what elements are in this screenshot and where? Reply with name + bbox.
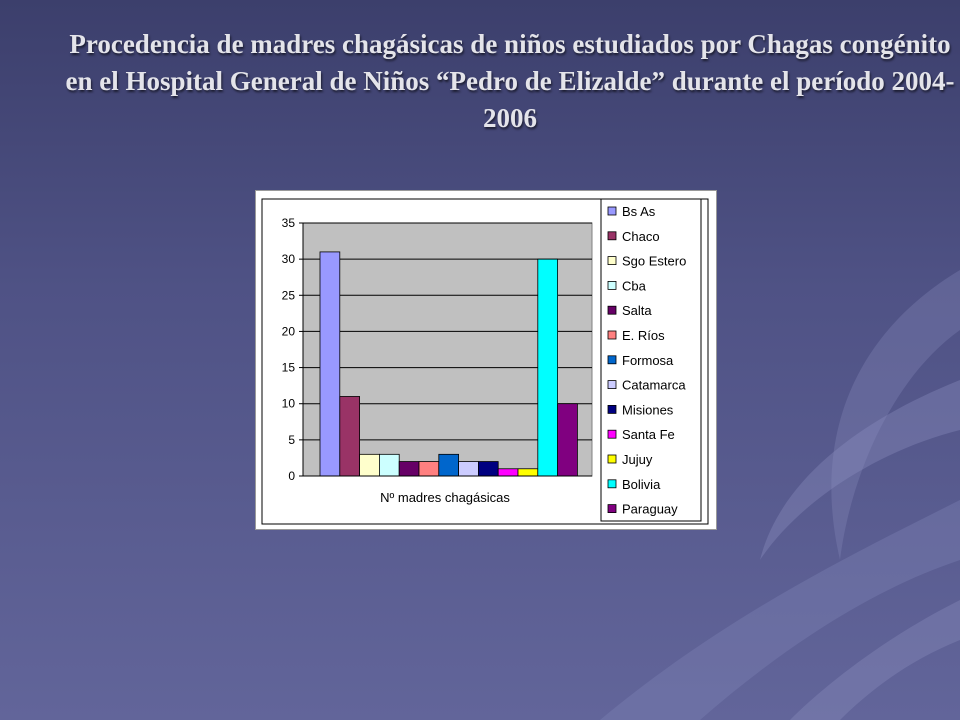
bar-cba (379, 453, 400, 477)
legend-label-12: Paraguay (622, 502, 678, 517)
bar-misiones (477, 461, 499, 477)
legend-label-10: Jujuy (622, 452, 653, 467)
y-tick-label-6: 30 (282, 252, 296, 266)
legend-swatch-11 (607, 479, 617, 489)
y-tick-label-2: 10 (282, 397, 296, 411)
legend-swatch-5 (607, 330, 617, 340)
y-tick-label-5: 25 (282, 288, 296, 302)
chart-frame: 0 5 10 15 20 25 30 35 Nº madres chagásicas Bs A… (255, 190, 717, 530)
legend-swatch-10 (607, 454, 617, 464)
legend-label-3: Cba (622, 278, 647, 293)
legend-label-0: Bs As (622, 204, 656, 219)
y-tick-label-0: 0 (288, 469, 295, 483)
category-label: Nº madres chagásicas (380, 490, 510, 505)
y-tick-label-4: 20 (282, 324, 296, 338)
legend-label-9: Santa Fe (622, 427, 675, 442)
legend-swatch-1 (607, 231, 617, 241)
y-tick-label-7: 35 (282, 216, 296, 230)
legend-label-4: Salta (622, 303, 652, 318)
axes (302, 223, 592, 477)
legend: Bs As Chaco Sgo Estero Cba Salta E. Ríos Formo… (600, 198, 702, 522)
legend-swatch-6 (607, 355, 617, 365)
y-tick-label-1: 5 (288, 433, 295, 447)
bar-formosa (438, 453, 460, 477)
legend-label-8: Misiones (622, 402, 674, 417)
legend-label-7: Catamarca (622, 378, 686, 393)
legend-swatch-7 (607, 380, 617, 390)
bar-jujuy (517, 468, 539, 477)
legend-label-6: Formosa (622, 353, 674, 368)
bar-chaco (339, 396, 361, 477)
bars (319, 251, 578, 477)
legend-swatch-12 (607, 504, 617, 514)
legend-box (600, 198, 702, 522)
bar-bs-as (319, 251, 341, 477)
bar-salta (398, 461, 420, 477)
bar-sgo-estero (359, 453, 380, 477)
bar-e-r-os (418, 461, 440, 477)
bar-catamarca (458, 461, 479, 477)
bar-paraguay (557, 403, 578, 477)
legend-label-2: Sgo Estero (622, 254, 686, 269)
legend-swatch-4 (607, 305, 617, 315)
legend-label-1: Chaco (622, 229, 660, 244)
legend-swatch-8 (607, 404, 617, 414)
bar-bolivia (537, 258, 558, 477)
y-tick-labels: 0 5 10 15 20 25 30 35 (282, 216, 296, 483)
legend-swatch-3 (607, 281, 617, 290)
slide-title: Procedencia de madres chagásicas de niño… (65, 29, 955, 133)
chart: 0 5 10 15 20 25 30 35 Nº madres chagásicas Bs A… (261, 198, 709, 525)
legend-label-11: Bolivia (622, 477, 661, 492)
legend-swatch-2 (607, 256, 617, 265)
bar-santa-fe (497, 468, 519, 477)
y-tick-label-3: 15 (282, 361, 296, 375)
legend-label-5: E. Ríos (622, 328, 665, 343)
legend-swatch-9 (607, 429, 617, 439)
legend-swatch-0 (607, 206, 617, 216)
